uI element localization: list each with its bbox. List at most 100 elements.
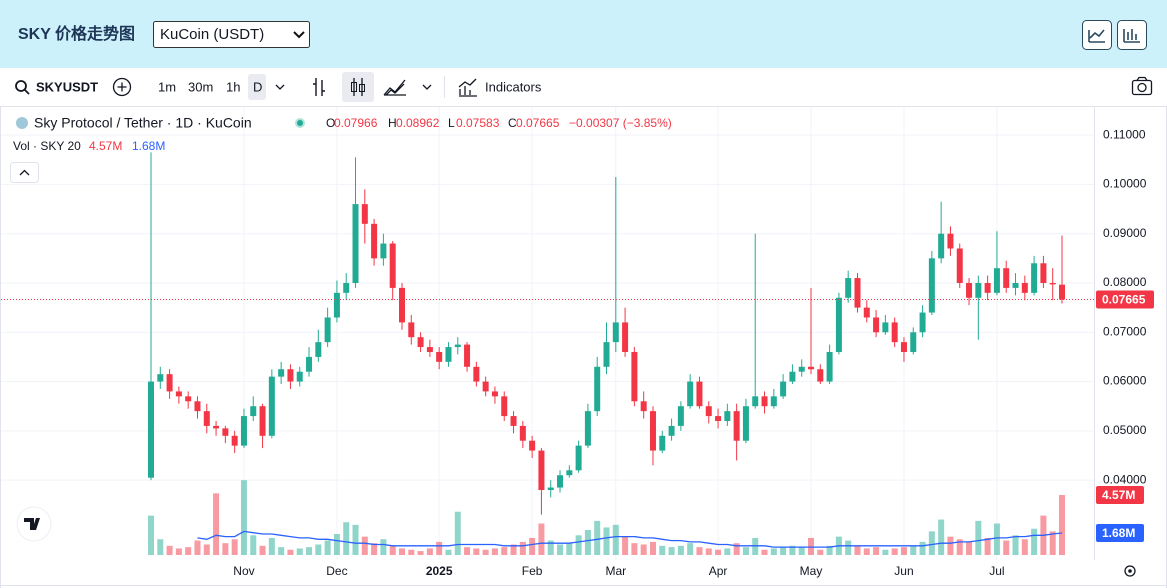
collapse-icon[interactable] [19, 169, 30, 176]
volume-bar [910, 545, 917, 555]
x-tick-label: Jul [989, 564, 1004, 578]
interval[interactable]: 30m [188, 79, 213, 94]
indicators-icon[interactable] [458, 78, 477, 97]
volume-bar [938, 519, 945, 555]
candle-body [975, 282, 982, 298]
icon[interactable] [1088, 29, 1105, 43]
settings-button[interactable] [1124, 565, 1136, 577]
collapse-button[interactable] [10, 162, 39, 183]
symbol[interactable]: SKYUSDT [36, 79, 98, 94]
candle-body [733, 411, 740, 441]
volume-ma-legend-value: 1.68M [132, 139, 165, 153]
candle-body [371, 223, 378, 259]
line-chart-button[interactable] [1082, 20, 1112, 50]
volume-bar [259, 545, 266, 555]
gear-icon[interactable] [1124, 565, 1136, 577]
select-text[interactable]: KuCoin (USDT) [160, 26, 264, 43]
candle-body [343, 282, 350, 293]
x-tick-label: Dec [326, 564, 347, 578]
gear-icon[interactable] [1128, 569, 1132, 573]
volume-bar [1031, 528, 1038, 555]
interval-caret[interactable] [275, 84, 285, 90]
candles-icon[interactable] [359, 84, 365, 92]
volume-bar [1003, 540, 1010, 555]
volume-bar [333, 534, 340, 555]
candle-body [445, 347, 452, 362]
candle-body [724, 411, 731, 421]
camera-icon[interactable] [1131, 79, 1153, 96]
ohlc-value: 0.07966 [334, 116, 378, 130]
compare-button[interactable] [112, 77, 132, 97]
volume-bar [770, 548, 777, 555]
candle-body [835, 297, 842, 352]
ohlc-legend: O0.07966 H 0.08962 L 0.07583 C 0.07665 −0.00307… [326, 116, 672, 130]
candle-body [742, 406, 749, 441]
indicators-label[interactable]: Indicators [485, 79, 542, 94]
camera-icon[interactable] [1137, 82, 1147, 93]
candle-body [780, 381, 787, 397]
volume-bar [984, 537, 991, 555]
volume-bar [659, 545, 666, 555]
x-tick-label: Nov [233, 564, 254, 578]
volume-bar [733, 543, 740, 555]
plus-icon[interactable] [117, 82, 127, 92]
volume-bar [966, 541, 973, 555]
candle-body [1049, 282, 1056, 285]
candle-body [770, 396, 777, 407]
camera-icon[interactable] [1136, 76, 1148, 81]
volume-bar [566, 543, 573, 555]
volume-bar [873, 547, 880, 555]
collapse-box[interactable] [10, 162, 39, 183]
volume-bar [863, 548, 870, 555]
volume-bar [826, 545, 833, 555]
bar-chart-button[interactable] [1117, 20, 1147, 50]
candle-body [436, 351, 443, 362]
volume-bar [705, 548, 712, 555]
candle-body [938, 233, 945, 259]
interval[interactable]: 1h [226, 79, 240, 94]
volume-bar [213, 493, 220, 555]
volume-bar [166, 545, 173, 555]
volume-bar [882, 549, 889, 555]
interval[interactable]: D [253, 79, 262, 94]
candles-icon[interactable] [351, 82, 357, 92]
volume-bar [519, 541, 526, 555]
interval[interactable]: 1m [158, 79, 176, 94]
screenshot-button[interactable] [1131, 76, 1153, 96]
y-tick-label: 0.04000 [1103, 472, 1147, 486]
search-icon[interactable] [15, 80, 27, 92]
candle-body [789, 371, 796, 382]
volume-bar [696, 547, 703, 555]
x-tick-label: Feb [522, 564, 543, 578]
volume-bar [491, 548, 498, 555]
search-icon[interactable] [24, 89, 30, 95]
ohlc-value: 0.07665 [516, 116, 560, 130]
candle-body [863, 307, 870, 318]
ohlc-key: L [448, 116, 455, 130]
candle-body [966, 282, 973, 298]
ohlc-key: O [326, 116, 335, 130]
area-icon[interactable] [383, 79, 406, 96]
plus-icon[interactable] [112, 77, 132, 97]
volume-bar [482, 549, 489, 555]
type-caret[interactable] [422, 84, 432, 90]
volume-bar [752, 537, 759, 555]
y-tick-label: 0.08000 [1103, 275, 1147, 289]
candle-body [817, 369, 824, 382]
exchange-select[interactable]: KuCoin (USDT) [153, 21, 310, 48]
indicators-button[interactable]: Indicators [458, 78, 542, 97]
icon[interactable] [1123, 29, 1140, 43]
volume-bar [343, 522, 350, 555]
select-box[interactable] [153, 21, 310, 48]
candle-body [873, 317, 880, 333]
volume-bar [361, 536, 368, 555]
symbol-logo [16, 117, 28, 129]
candles-icon[interactable] [353, 78, 363, 96]
volume-bar [640, 544, 647, 555]
candle-body [240, 416, 247, 446]
bars-icon[interactable] [313, 78, 325, 96]
candle-body [538, 450, 545, 491]
candle-body [631, 351, 638, 402]
select-caret[interactable] [293, 31, 305, 39]
symbol-search[interactable]: SKYUSDT [15, 79, 98, 95]
